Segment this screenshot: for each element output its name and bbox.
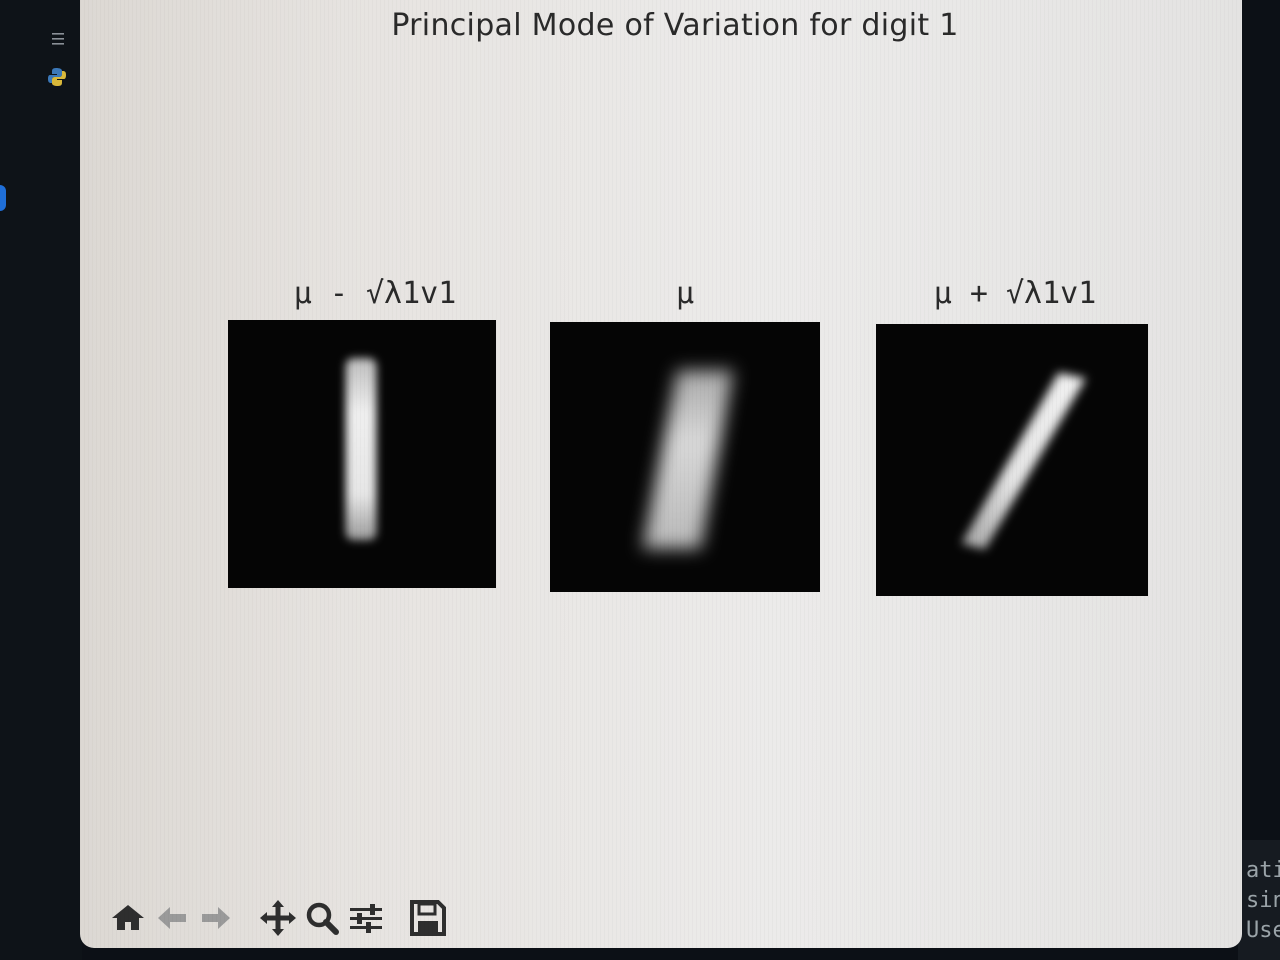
arrow-left-icon: [158, 907, 186, 929]
move-icon: [260, 900, 296, 936]
code-line: Use: [1246, 918, 1280, 943]
menu-icon[interactable]: [50, 30, 68, 48]
activity-indicator: [0, 185, 6, 211]
configure-subplots-button[interactable]: [346, 896, 386, 940]
code-line: ati: [1246, 858, 1280, 883]
matplotlib-figure-window: Principal Mode of Variation for digit 1 …: [80, 0, 1242, 948]
forward-button[interactable]: [196, 896, 236, 940]
ide-activity-bar: [0, 0, 82, 960]
pan-button[interactable]: [258, 896, 298, 940]
back-button[interactable]: [152, 896, 192, 940]
editor-code-peek: ati sin Use: [1238, 840, 1280, 960]
subplot-image-plus: [876, 324, 1148, 596]
python-icon[interactable]: [46, 66, 68, 88]
figure-title: Principal Mode of Variation for digit 1: [391, 8, 959, 43]
floppy-icon: [410, 900, 446, 936]
subplot-title-minus: μ - √λ1v1: [293, 276, 457, 311]
subplot-image-minus: [228, 320, 496, 588]
subplot-title-plus: μ + √λ1v1: [933, 276, 1097, 311]
arrow-right-icon: [202, 907, 230, 929]
zoom-button[interactable]: [302, 896, 342, 940]
magnifier-icon: [306, 902, 339, 935]
subplot-title-mean: μ: [675, 276, 695, 311]
sliders-icon: [350, 904, 382, 933]
subplot-image-mean: [550, 322, 820, 592]
save-button[interactable]: [408, 896, 448, 940]
code-line: sin: [1246, 888, 1280, 913]
home-button[interactable]: [108, 896, 148, 940]
home-icon: [112, 905, 144, 930]
